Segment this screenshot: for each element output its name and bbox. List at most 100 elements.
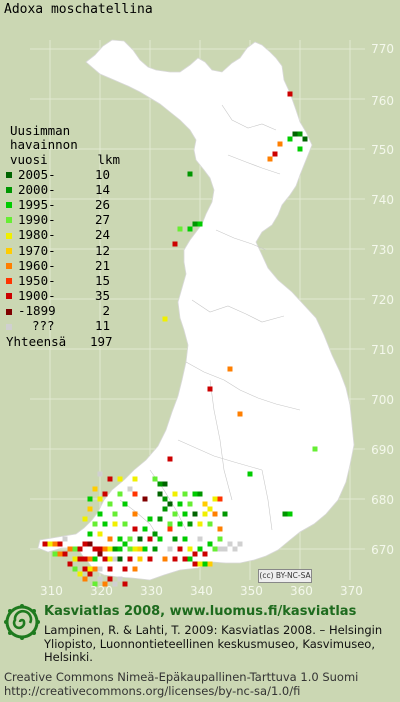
observation-square <box>187 171 193 177</box>
observation-square <box>197 561 203 567</box>
observation-square <box>207 521 213 527</box>
observation-square <box>197 491 203 497</box>
observation-square <box>197 536 203 542</box>
legend-count: 35 <box>94 288 110 304</box>
observation-square <box>102 521 108 527</box>
observation-square <box>177 546 183 552</box>
observation-square <box>167 456 173 462</box>
observation-square <box>172 536 178 542</box>
observation-square <box>107 556 113 562</box>
y-tick-label: 720 <box>371 293 394 307</box>
observation-square <box>192 551 198 557</box>
observation-square <box>172 491 178 497</box>
observation-square <box>202 561 208 567</box>
observation-square <box>197 546 203 552</box>
legend-swatch <box>6 308 12 315</box>
observation-square <box>87 571 93 577</box>
legend-header-line1: Uusimman <box>10 123 71 138</box>
observation-square <box>172 241 178 247</box>
observation-square <box>162 481 168 487</box>
y-tick-label: 770 <box>371 42 394 56</box>
observation-square <box>177 501 183 507</box>
legend-count: 10 <box>94 166 110 182</box>
observation-square <box>67 561 73 567</box>
observation-square <box>202 511 208 517</box>
observation-square <box>217 546 223 552</box>
footer-license-url[interactable]: http://creativecommons.org/licenses/by-n… <box>4 684 301 698</box>
observation-square <box>72 556 78 562</box>
legend-swatch <box>6 293 12 300</box>
y-tick-label: 760 <box>371 94 394 108</box>
legend-count: 24 <box>94 227 110 243</box>
observation-square <box>122 541 128 547</box>
kasviatlas-logo-icon <box>4 604 40 640</box>
x-tick-label: 330 <box>140 584 163 598</box>
legend-header-count: lkm <box>97 151 120 167</box>
footer-license-line1: Creative Commons Nimeä-Epäkaupallinen-Ta… <box>4 670 359 684</box>
observation-square <box>87 506 93 512</box>
observation-square <box>87 496 93 502</box>
legend-year-label: 2000- <box>18 181 56 197</box>
footer-title-link[interactable]: Kasviatlas 2008, www.luomus.fi/kasviatla… <box>44 604 357 619</box>
observation-square <box>117 546 123 552</box>
observation-square <box>112 581 118 587</box>
distribution-map <box>30 39 365 587</box>
observation-square <box>92 556 98 562</box>
observation-square <box>172 556 178 562</box>
legend-year-label: 1970- <box>18 242 56 258</box>
observation-square <box>52 551 58 557</box>
x-tick-label: 350 <box>240 584 263 598</box>
observation-square <box>187 521 193 527</box>
footer-license: Creative Commons Nimeä-Epäkaupallinen-Ta… <box>4 670 396 698</box>
observation-square <box>122 566 128 572</box>
observation-square <box>157 516 163 522</box>
legend-swatch <box>6 247 12 254</box>
observation-square <box>97 551 103 557</box>
legend-total-count: 197 <box>90 334 113 350</box>
observation-square <box>217 526 223 532</box>
cc-license-badge[interactable]: (cc) BY-NC-SA <box>258 569 312 583</box>
observation-square <box>77 546 83 552</box>
legend-count: 2 <box>102 303 110 319</box>
observation-square <box>192 561 198 567</box>
observation-square <box>312 446 318 452</box>
legend-swatch <box>6 262 12 269</box>
x-tick-label: 360 <box>290 584 313 598</box>
legend-year-label: 1950- <box>18 272 56 288</box>
legend-header-year: vuosi <box>10 151 48 167</box>
legend-swatch <box>6 278 12 285</box>
legend-row: 1950- 15 <box>6 272 120 289</box>
observation-square <box>162 506 168 512</box>
observation-square <box>212 496 218 502</box>
observation-square <box>122 581 128 587</box>
observation-square <box>122 521 128 527</box>
observation-square <box>82 566 88 572</box>
observation-square <box>207 506 213 512</box>
observation-square <box>82 556 88 562</box>
observation-square <box>72 546 78 552</box>
observation-square <box>62 536 68 542</box>
observation-square <box>167 521 173 527</box>
observation-square <box>112 521 118 527</box>
observation-square <box>287 511 293 517</box>
legend-row: -1899 2 <box>6 303 120 319</box>
observation-square <box>77 556 83 562</box>
observation-square <box>87 531 93 537</box>
observation-square <box>132 566 138 572</box>
observation-square <box>267 156 273 162</box>
observation-square <box>97 546 103 552</box>
legend: Uusimman havainnon vuosi lkm 2005- 10 2000… <box>6 123 120 350</box>
observation-square <box>227 541 233 547</box>
observation-square <box>87 556 93 562</box>
legend-count: 15 <box>94 272 110 288</box>
observation-square <box>292 131 298 137</box>
observation-square <box>272 151 278 157</box>
observation-square <box>162 316 168 322</box>
observation-square <box>52 541 58 547</box>
observation-square <box>187 501 193 507</box>
observation-square <box>197 221 203 227</box>
x-tick-label: 340 <box>190 584 213 598</box>
observation-square <box>157 491 163 497</box>
observation-square <box>92 486 98 492</box>
observation-square <box>107 576 113 582</box>
